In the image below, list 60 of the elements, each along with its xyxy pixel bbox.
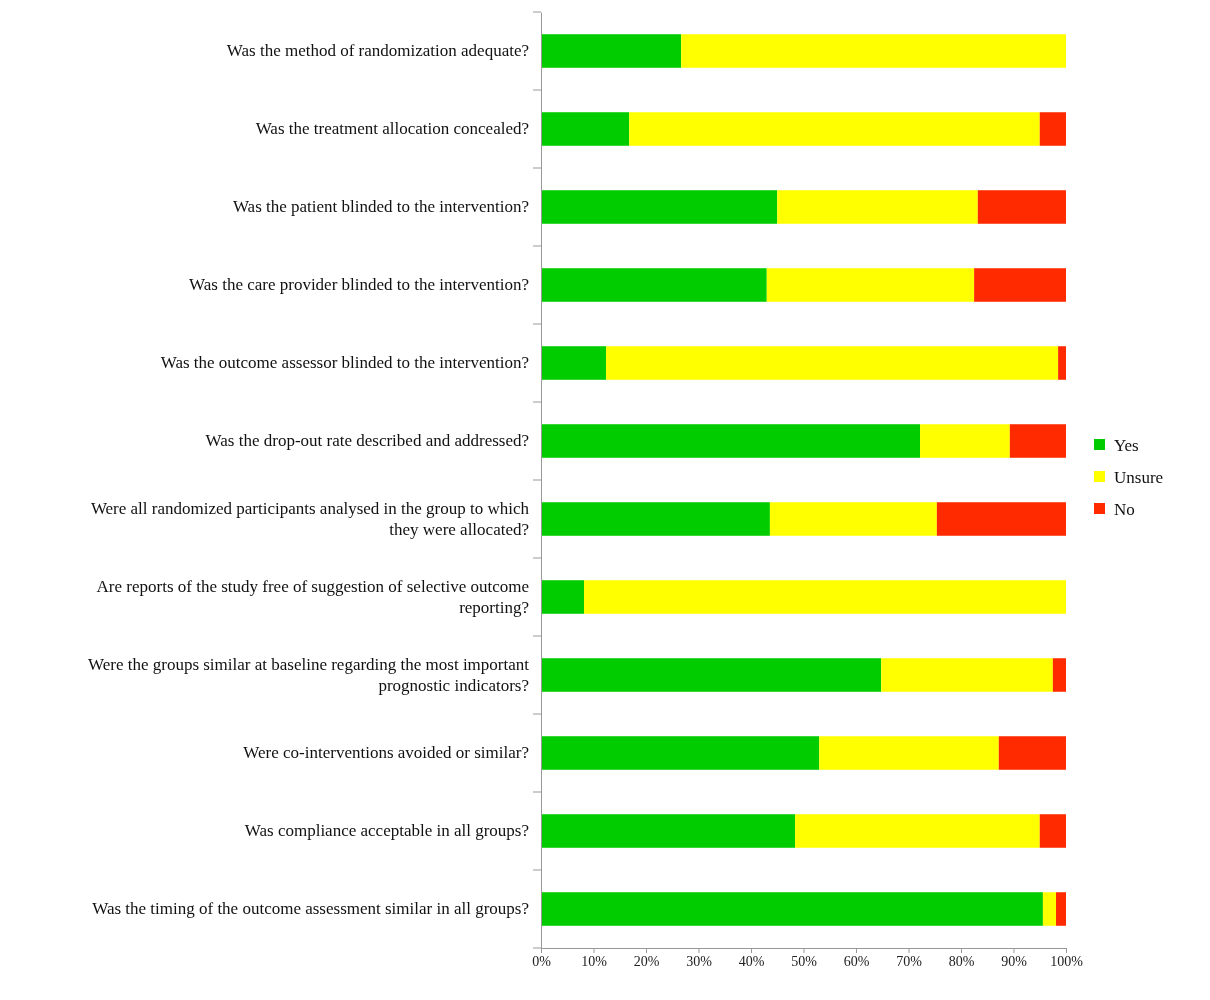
x-tick-label: 80% xyxy=(948,953,975,969)
bar xyxy=(541,658,882,692)
x-tick-label: 90% xyxy=(1001,953,1028,969)
bar xyxy=(541,580,585,614)
y-tick-label: Was the method of randomization adequate? xyxy=(226,41,529,61)
bar xyxy=(920,424,1010,458)
y-tick-label: Was the outcome assessor blinded to the intervention? xyxy=(160,353,529,373)
x-tick-label: 40% xyxy=(738,953,765,969)
y-tick-label: Was the patient blinded to the intervention? xyxy=(232,197,529,217)
y-tick-label: Were co-interventions avoided or similar? xyxy=(243,743,529,763)
x-tick-label: 0% xyxy=(532,953,552,969)
bar xyxy=(541,736,820,770)
bar xyxy=(795,814,1040,848)
x-tick-label: 70% xyxy=(896,953,923,969)
legend-label: Unsure xyxy=(1114,467,1164,487)
bar xyxy=(541,190,778,224)
legend-label: No xyxy=(1114,499,1135,519)
y-tick-label: Was the care provider blinded to the intervention? xyxy=(189,275,529,295)
bar xyxy=(541,502,770,536)
bar xyxy=(1056,892,1066,926)
bar xyxy=(629,112,1040,146)
y-tick-label: Was the drop-out rate described and addressed? xyxy=(205,431,529,451)
bar xyxy=(1039,814,1066,848)
x-tick-label: 10% xyxy=(581,953,608,969)
bar xyxy=(606,346,1059,380)
bar xyxy=(819,736,999,770)
x-tick-label: 100% xyxy=(1050,953,1084,969)
y-tick-label: Were the groups similar at baseline regarding the most important prognostic indicators? xyxy=(88,655,530,695)
bar xyxy=(541,34,682,68)
bar xyxy=(777,190,978,224)
bar xyxy=(681,34,1066,68)
bar xyxy=(541,892,1043,926)
y-tick-label: Was the treatment allocation concealed? xyxy=(255,119,529,139)
bar xyxy=(1058,346,1066,380)
x-tick-label: 20% xyxy=(633,953,660,969)
bar xyxy=(541,814,796,848)
bar xyxy=(584,580,1066,614)
bar xyxy=(541,112,630,146)
legend-label: Yes xyxy=(1114,435,1139,455)
bar xyxy=(998,736,1066,770)
y-tick-label: Was the timing of the outcome assessment similar in all groups? xyxy=(92,899,529,919)
y-tick-label: Was compliance acceptable in all groups? xyxy=(244,821,529,841)
y-tick-label: Are reports of the study free of suggestion of selective outcome reporting? xyxy=(96,577,529,617)
bar xyxy=(1052,658,1067,692)
bar xyxy=(881,658,1053,692)
x-tick-label: 60% xyxy=(843,953,870,969)
x-tick-label: 50% xyxy=(791,953,818,969)
x-tick-label: 30% xyxy=(686,953,713,969)
bar xyxy=(1042,892,1057,926)
y-tick-label: Were all randomized participants analysed in the group to which they were allocated? xyxy=(90,499,530,539)
bar xyxy=(974,268,1066,302)
bar xyxy=(766,268,975,302)
bar xyxy=(936,502,1066,536)
bar xyxy=(541,346,607,380)
bar xyxy=(977,190,1066,224)
bar xyxy=(769,502,937,536)
bar xyxy=(541,268,767,302)
bar xyxy=(1039,112,1066,146)
bar xyxy=(1009,424,1067,458)
bar xyxy=(541,424,921,458)
